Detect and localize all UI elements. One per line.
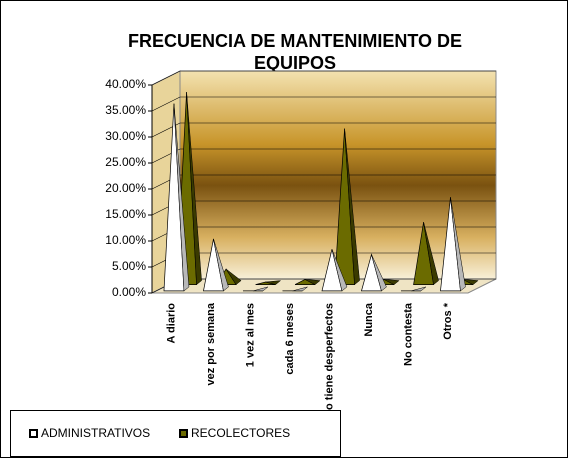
title-line: FRECUENCIA DE MANTENIMIENTO DE bbox=[128, 31, 462, 51]
grid-line bbox=[151, 70, 496, 86]
y-tick-label: 15.00% bbox=[105, 207, 146, 221]
x-tick-label: Cuando tiene desperfectos bbox=[324, 303, 336, 444]
grid-line bbox=[151, 148, 496, 164]
pyramid-side bbox=[371, 254, 387, 292]
title-line: EQUIPOS bbox=[254, 53, 336, 73]
legend-label: ADMINISTRATIVOS bbox=[41, 426, 150, 440]
pyramid-side bbox=[383, 279, 400, 285]
y-tick-label: 30.00% bbox=[105, 129, 146, 143]
x-tick-label: Otros * bbox=[442, 302, 454, 339]
y-tick-label: 0.00% bbox=[112, 285, 146, 299]
pyramid-side bbox=[265, 280, 282, 285]
legend-label: RECOLECTORES bbox=[191, 426, 290, 440]
x-tick-label: vez por semana bbox=[205, 302, 217, 385]
x-tick-label: No contesta bbox=[403, 302, 415, 366]
pyramid-side bbox=[292, 286, 308, 292]
grid-line bbox=[151, 96, 496, 112]
plot-area: 0.00% 5.00% 10.00% 15.00% 20.00% 25.00% 30.00%… bbox=[105, 70, 497, 444]
y-tick-label: 20.00% bbox=[105, 181, 146, 195]
pyramid-side bbox=[344, 128, 360, 286]
pyramid-side bbox=[331, 249, 348, 292]
pyramid-side bbox=[173, 103, 190, 292]
y-tick-label: 25.00% bbox=[105, 155, 146, 169]
pyramid-side bbox=[225, 268, 242, 285]
y-tick-label: 35.00% bbox=[105, 103, 146, 117]
y-tick-label: 5.00% bbox=[112, 259, 146, 273]
chart-title: FRECUENCIA DE MANTENIMIENTO DE EQUIPOS bbox=[128, 31, 462, 73]
pyramid-side bbox=[252, 286, 269, 292]
pyramid-side bbox=[213, 238, 229, 292]
y-tick-label: 40.00% bbox=[105, 77, 146, 91]
x-tick-label: Nunca bbox=[363, 302, 375, 337]
x-tick-label: 1 vez al mes bbox=[245, 303, 257, 367]
pyramid-side bbox=[423, 222, 439, 286]
pyramid-side bbox=[304, 279, 321, 285]
legend-swatch bbox=[179, 429, 188, 438]
pyramid-side bbox=[450, 197, 466, 292]
pyramid-side bbox=[410, 286, 427, 292]
pyramid-side bbox=[462, 279, 479, 285]
pyramid-side bbox=[186, 92, 202, 286]
y-tick-label: 10.00% bbox=[105, 233, 146, 247]
grid-line bbox=[151, 122, 496, 138]
legend bbox=[10, 410, 341, 457]
x-tick-label: cada 6 meses bbox=[284, 303, 296, 375]
legend-swatch bbox=[29, 429, 38, 438]
x-tick-label: A diario bbox=[166, 303, 178, 344]
